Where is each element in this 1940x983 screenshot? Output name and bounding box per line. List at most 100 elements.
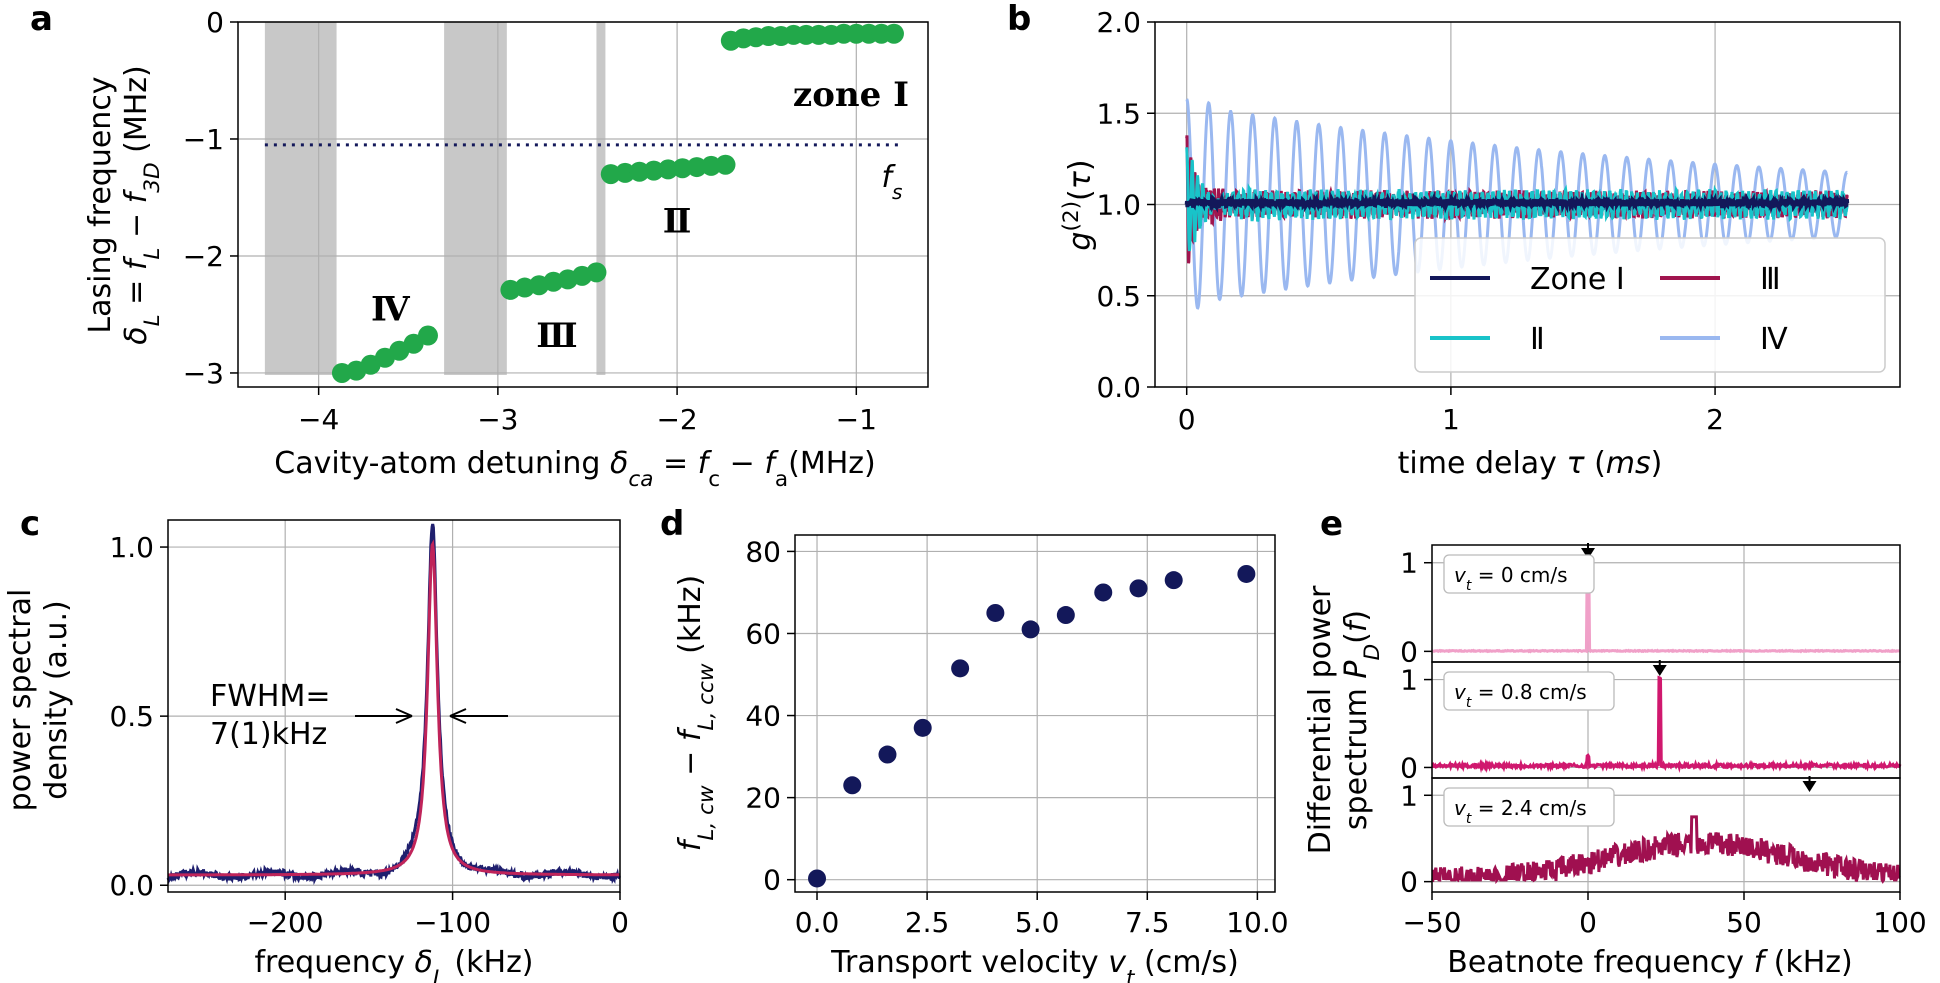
- x-tick-label: 10.0: [1226, 906, 1288, 939]
- y-axis-label: fL, cw − fL, ccw (kHz): [673, 575, 719, 851]
- tick-labels: −4 −3 −2 −1 0 −1 −2 −3: [183, 6, 877, 436]
- subplot: 0 1 vt = 0.8 cm/s: [1400, 660, 1902, 784]
- legend-label: Ⅱ: [1530, 322, 1545, 357]
- grid: [795, 535, 1275, 892]
- panel-letter-d: d: [660, 504, 684, 544]
- data-point: [883, 23, 904, 44]
- data-point: [1129, 579, 1148, 598]
- spectrum-line: [1431, 675, 1902, 774]
- y-axis-label-line2: spectrum PD(f): [1339, 610, 1385, 830]
- legend-label: Zone Ⅰ: [1530, 262, 1625, 297]
- data-point: [1056, 606, 1075, 625]
- data-point: [600, 164, 621, 185]
- y-axis-label-line2: density (a.u.): [39, 600, 74, 799]
- y-tick-label: −1: [183, 123, 224, 156]
- legend-label: Ⅲ: [1760, 262, 1781, 297]
- data-point: [1094, 583, 1113, 602]
- tick-labels: −50 0 50 100: [1402, 892, 1927, 939]
- data-point: [986, 603, 1005, 622]
- subplot: 0 1 vt = 0 cm/s: [1400, 543, 1901, 668]
- data-point: [1237, 564, 1256, 583]
- x-tick-label: 0: [1178, 403, 1196, 436]
- velocity-label: vt = 2.4 cm/s: [1443, 787, 1615, 827]
- legend-label: Ⅳ: [1760, 322, 1788, 357]
- arrow-right-head: [449, 708, 467, 724]
- data-point: [951, 659, 970, 678]
- x-tick-label: −50: [1402, 906, 1461, 939]
- y-tick-label: 0: [206, 6, 224, 39]
- data-point: [643, 160, 664, 181]
- fs-label: fs: [881, 160, 902, 204]
- series-line: [1184, 191, 1850, 215]
- y-tick-label: 0: [1400, 866, 1418, 899]
- y-axis-label-line2: δL = fL − f3D (MHz): [119, 65, 165, 345]
- x-tick-label: −4: [298, 403, 339, 436]
- y-axis-label-line1: power spectral: [3, 589, 38, 812]
- label-text: vt = 0 cm/s: [1454, 563, 1568, 594]
- x-axis-label: time delay τ (ms): [1398, 446, 1663, 481]
- x-axis-label: Cavity-atom detuning δca = fc − fa(MHz): [274, 446, 875, 492]
- spectrum-line: [1431, 815, 1901, 885]
- zone-label: zone Ⅰ: [793, 75, 909, 115]
- data-points: [808, 564, 1256, 888]
- panel-e: e 01 vt = 0 cm/s01 vt = 0.8 cm/s01 vt = 2.4…: [1303, 504, 1927, 980]
- y-tick-label: 0.0: [109, 869, 154, 902]
- zone-label: Ⅲ: [536, 316, 577, 356]
- series-line: [1185, 147, 1849, 252]
- x-axis-label: Beatnote frequency f (kHz): [1447, 945, 1853, 980]
- panel-b: b 0 1 2 0.0 0.5 1.0 1.5 2.0 Zone Ⅰ Ⅲ Ⅱ Ⅳ g(2)(τ) t…: [1007, 0, 1901, 481]
- x-tick-label: −1: [836, 403, 877, 436]
- x-tick-label: 50: [1726, 906, 1762, 939]
- y-tick-label: 1.0: [1096, 189, 1141, 222]
- zone-label: Ⅱ: [663, 202, 692, 242]
- label-text: vt = 2.4 cm/s: [1454, 796, 1587, 827]
- panel-letter-c: c: [20, 504, 40, 544]
- y-tick-label: 20: [745, 782, 781, 815]
- data-point: [1164, 571, 1183, 590]
- x-tick-label: −3: [477, 403, 518, 436]
- data-point: [808, 869, 827, 888]
- x-tick-label: 7.5: [1125, 906, 1170, 939]
- x-tick-label: 0: [1579, 906, 1597, 939]
- panel-c: c −200 −100 0 0.0 0.5 1.0 FWHM=7(1)kHz power …: [3, 504, 629, 983]
- x-tick-label: −100: [414, 906, 491, 939]
- x-tick-label: −2: [656, 403, 697, 436]
- label-box: [1443, 671, 1615, 711]
- label-text: vt = 0.8 cm/s: [1454, 680, 1587, 711]
- y-axis-label-line1: Lasing frequency: [83, 76, 118, 333]
- label-box: [1443, 787, 1615, 827]
- data-point: [629, 161, 650, 182]
- label-box: [1443, 554, 1595, 594]
- data-point: [843, 776, 862, 795]
- arrow-left-head: [395, 708, 413, 724]
- peak-arrow: [1802, 781, 1817, 792]
- y-tick-label: 0: [1400, 751, 1418, 784]
- data-points: [331, 23, 904, 383]
- data-point: [701, 155, 722, 176]
- annotation-line2: 7(1)kHz: [210, 717, 327, 752]
- axes-frame: [794, 534, 1276, 893]
- zone-label: Ⅳ: [371, 289, 411, 329]
- x-tick-label: 100: [1873, 906, 1926, 939]
- y-tick-label: 0: [1400, 635, 1418, 668]
- subplot: 0 1 vt = 2.4 cm/s: [1400, 776, 1901, 899]
- data-point: [686, 157, 707, 178]
- y-tick-label: 0: [763, 864, 781, 897]
- data-point: [586, 262, 607, 283]
- x-axis-label: Transport velocity vt (cm/s): [830, 945, 1239, 983]
- y-axis-label-line1: Differential power: [1303, 585, 1338, 854]
- y-tick-label: 1: [1400, 547, 1418, 580]
- y-tick-label: 1.0: [109, 531, 154, 564]
- series-lines: [166, 523, 621, 886]
- velocity-label: vt = 0.8 cm/s: [1443, 671, 1615, 711]
- shaded-region: [596, 22, 606, 375]
- y-tick-label: 1.5: [1096, 97, 1141, 130]
- y-tick-label: 40: [745, 700, 781, 733]
- series-lines: [1184, 98, 1850, 310]
- shaded-region: [264, 22, 337, 375]
- series-line: [1185, 98, 1848, 310]
- zone-labels: zone Ⅰ Ⅱ Ⅲ Ⅳ: [371, 75, 909, 356]
- y-tick-label: −2: [183, 240, 224, 273]
- legend-box: [1414, 237, 1886, 373]
